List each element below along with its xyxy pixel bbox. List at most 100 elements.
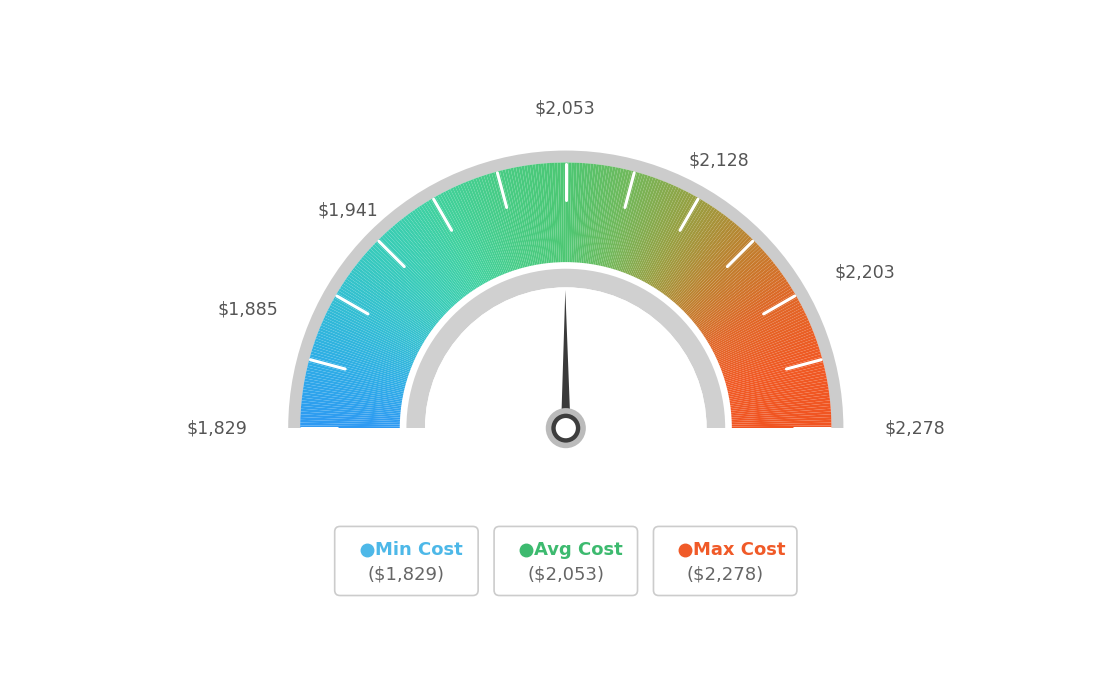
Wedge shape bbox=[722, 346, 819, 379]
Wedge shape bbox=[730, 406, 830, 416]
Wedge shape bbox=[704, 286, 792, 342]
Wedge shape bbox=[614, 174, 645, 271]
Wedge shape bbox=[660, 210, 720, 294]
Wedge shape bbox=[435, 195, 487, 285]
Wedge shape bbox=[455, 186, 499, 278]
Wedge shape bbox=[487, 174, 518, 271]
Wedge shape bbox=[317, 333, 412, 371]
Wedge shape bbox=[617, 175, 650, 272]
Wedge shape bbox=[723, 348, 820, 381]
Wedge shape bbox=[683, 242, 757, 314]
Text: ($2,053): ($2,053) bbox=[528, 565, 604, 583]
Wedge shape bbox=[521, 166, 540, 266]
Wedge shape bbox=[352, 268, 435, 330]
Circle shape bbox=[549, 411, 583, 446]
Wedge shape bbox=[333, 298, 423, 349]
Wedge shape bbox=[648, 198, 701, 286]
Wedge shape bbox=[354, 266, 436, 328]
Wedge shape bbox=[605, 170, 631, 268]
Wedge shape bbox=[679, 235, 750, 309]
Wedge shape bbox=[502, 170, 528, 268]
Wedge shape bbox=[307, 365, 406, 391]
Wedge shape bbox=[684, 244, 760, 315]
Wedge shape bbox=[484, 175, 517, 271]
Wedge shape bbox=[694, 263, 776, 327]
Wedge shape bbox=[724, 354, 821, 384]
Wedge shape bbox=[428, 199, 482, 287]
Wedge shape bbox=[301, 395, 402, 409]
Wedge shape bbox=[598, 168, 622, 267]
Wedge shape bbox=[361, 257, 440, 323]
Wedge shape bbox=[316, 335, 412, 373]
Circle shape bbox=[555, 418, 576, 438]
Wedge shape bbox=[524, 166, 542, 266]
Wedge shape bbox=[421, 204, 478, 290]
Wedge shape bbox=[719, 328, 813, 368]
Wedge shape bbox=[676, 230, 745, 307]
Wedge shape bbox=[577, 164, 588, 264]
Wedge shape bbox=[288, 150, 843, 428]
FancyBboxPatch shape bbox=[335, 526, 478, 595]
Wedge shape bbox=[337, 290, 425, 344]
Wedge shape bbox=[300, 411, 402, 420]
Wedge shape bbox=[310, 351, 408, 382]
Wedge shape bbox=[431, 198, 484, 286]
Wedge shape bbox=[424, 202, 479, 289]
Wedge shape bbox=[491, 172, 521, 270]
Bar bbox=[274, 428, 858, 601]
Wedge shape bbox=[474, 178, 510, 274]
Wedge shape bbox=[549, 163, 558, 264]
Wedge shape bbox=[321, 323, 415, 364]
Wedge shape bbox=[331, 300, 422, 351]
Wedge shape bbox=[425, 287, 707, 428]
Wedge shape bbox=[314, 344, 410, 377]
Text: $1,829: $1,829 bbox=[187, 419, 247, 437]
Wedge shape bbox=[448, 189, 495, 281]
Wedge shape bbox=[664, 215, 726, 297]
Wedge shape bbox=[300, 414, 402, 422]
Wedge shape bbox=[574, 163, 583, 264]
Wedge shape bbox=[314, 341, 411, 375]
Wedge shape bbox=[325, 315, 417, 359]
Polygon shape bbox=[561, 428, 571, 442]
Wedge shape bbox=[308, 362, 406, 389]
Wedge shape bbox=[301, 406, 402, 416]
Wedge shape bbox=[300, 417, 401, 423]
Wedge shape bbox=[588, 165, 605, 265]
Wedge shape bbox=[344, 279, 429, 337]
Wedge shape bbox=[304, 384, 403, 402]
Wedge shape bbox=[565, 162, 569, 264]
Wedge shape bbox=[611, 172, 640, 270]
Wedge shape bbox=[327, 310, 418, 357]
Wedge shape bbox=[592, 166, 611, 266]
Wedge shape bbox=[675, 229, 744, 306]
Wedge shape bbox=[691, 257, 771, 323]
Wedge shape bbox=[711, 303, 802, 352]
Text: $1,941: $1,941 bbox=[317, 201, 378, 219]
Wedge shape bbox=[716, 320, 809, 363]
Wedge shape bbox=[405, 215, 468, 297]
Text: Max Cost: Max Cost bbox=[693, 542, 786, 560]
Wedge shape bbox=[495, 172, 523, 270]
Wedge shape bbox=[608, 172, 637, 270]
Wedge shape bbox=[300, 420, 401, 425]
Wedge shape bbox=[668, 220, 733, 300]
Wedge shape bbox=[443, 191, 491, 282]
Wedge shape bbox=[686, 246, 762, 317]
Wedge shape bbox=[728, 381, 828, 401]
Wedge shape bbox=[554, 163, 561, 264]
Wedge shape bbox=[348, 274, 432, 334]
Wedge shape bbox=[302, 386, 403, 404]
Wedge shape bbox=[478, 177, 513, 273]
Wedge shape bbox=[311, 348, 408, 381]
Wedge shape bbox=[730, 395, 830, 409]
Wedge shape bbox=[624, 179, 661, 275]
Text: $1,885: $1,885 bbox=[217, 300, 278, 319]
Wedge shape bbox=[438, 194, 488, 284]
Wedge shape bbox=[343, 281, 428, 338]
Wedge shape bbox=[320, 325, 414, 366]
Wedge shape bbox=[651, 201, 705, 288]
Wedge shape bbox=[583, 164, 596, 264]
Wedge shape bbox=[300, 425, 401, 428]
Wedge shape bbox=[635, 186, 679, 279]
